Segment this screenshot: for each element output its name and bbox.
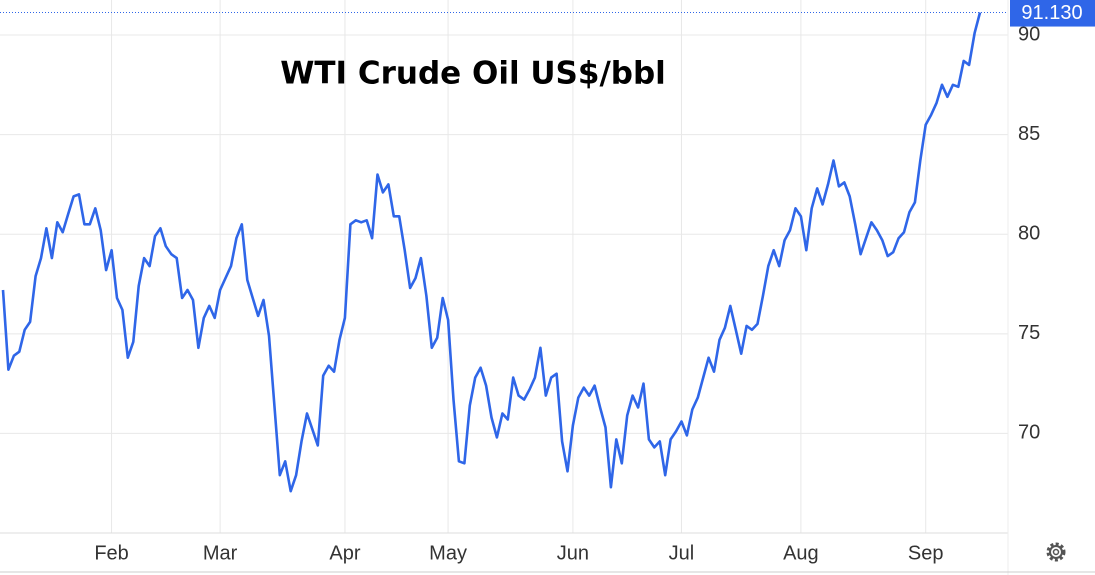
x-tick-label: Mar — [203, 542, 238, 564]
last-price-label: 91.130 — [1021, 2, 1082, 24]
gear-hole — [1052, 548, 1060, 556]
x-tick-label: Sep — [908, 542, 944, 564]
y-tick-label: 85 — [1018, 123, 1040, 145]
y-tick-label: 70 — [1018, 422, 1040, 444]
gear-body — [1049, 545, 1063, 559]
x-tick-label: Feb — [94, 542, 128, 564]
x-tick-label: May — [429, 542, 467, 564]
x-tick-label: Apr — [329, 542, 360, 564]
last-price-box — [1010, 0, 1095, 27]
x-tick-label: Jul — [669, 542, 695, 564]
price-line — [1, 12, 982, 493]
x-tick-label: Jun — [557, 542, 589, 564]
x-tick-label: Aug — [783, 542, 819, 564]
y-tick-label: 75 — [1018, 322, 1040, 344]
y-tick-label: 90 — [1018, 23, 1040, 45]
chart-title: WTI Crude Oil US$/bbl — [280, 56, 666, 92]
gear-teeth — [1046, 542, 1066, 562]
settings-icon[interactable] — [1046, 542, 1066, 562]
y-tick-label: 80 — [1018, 223, 1040, 245]
